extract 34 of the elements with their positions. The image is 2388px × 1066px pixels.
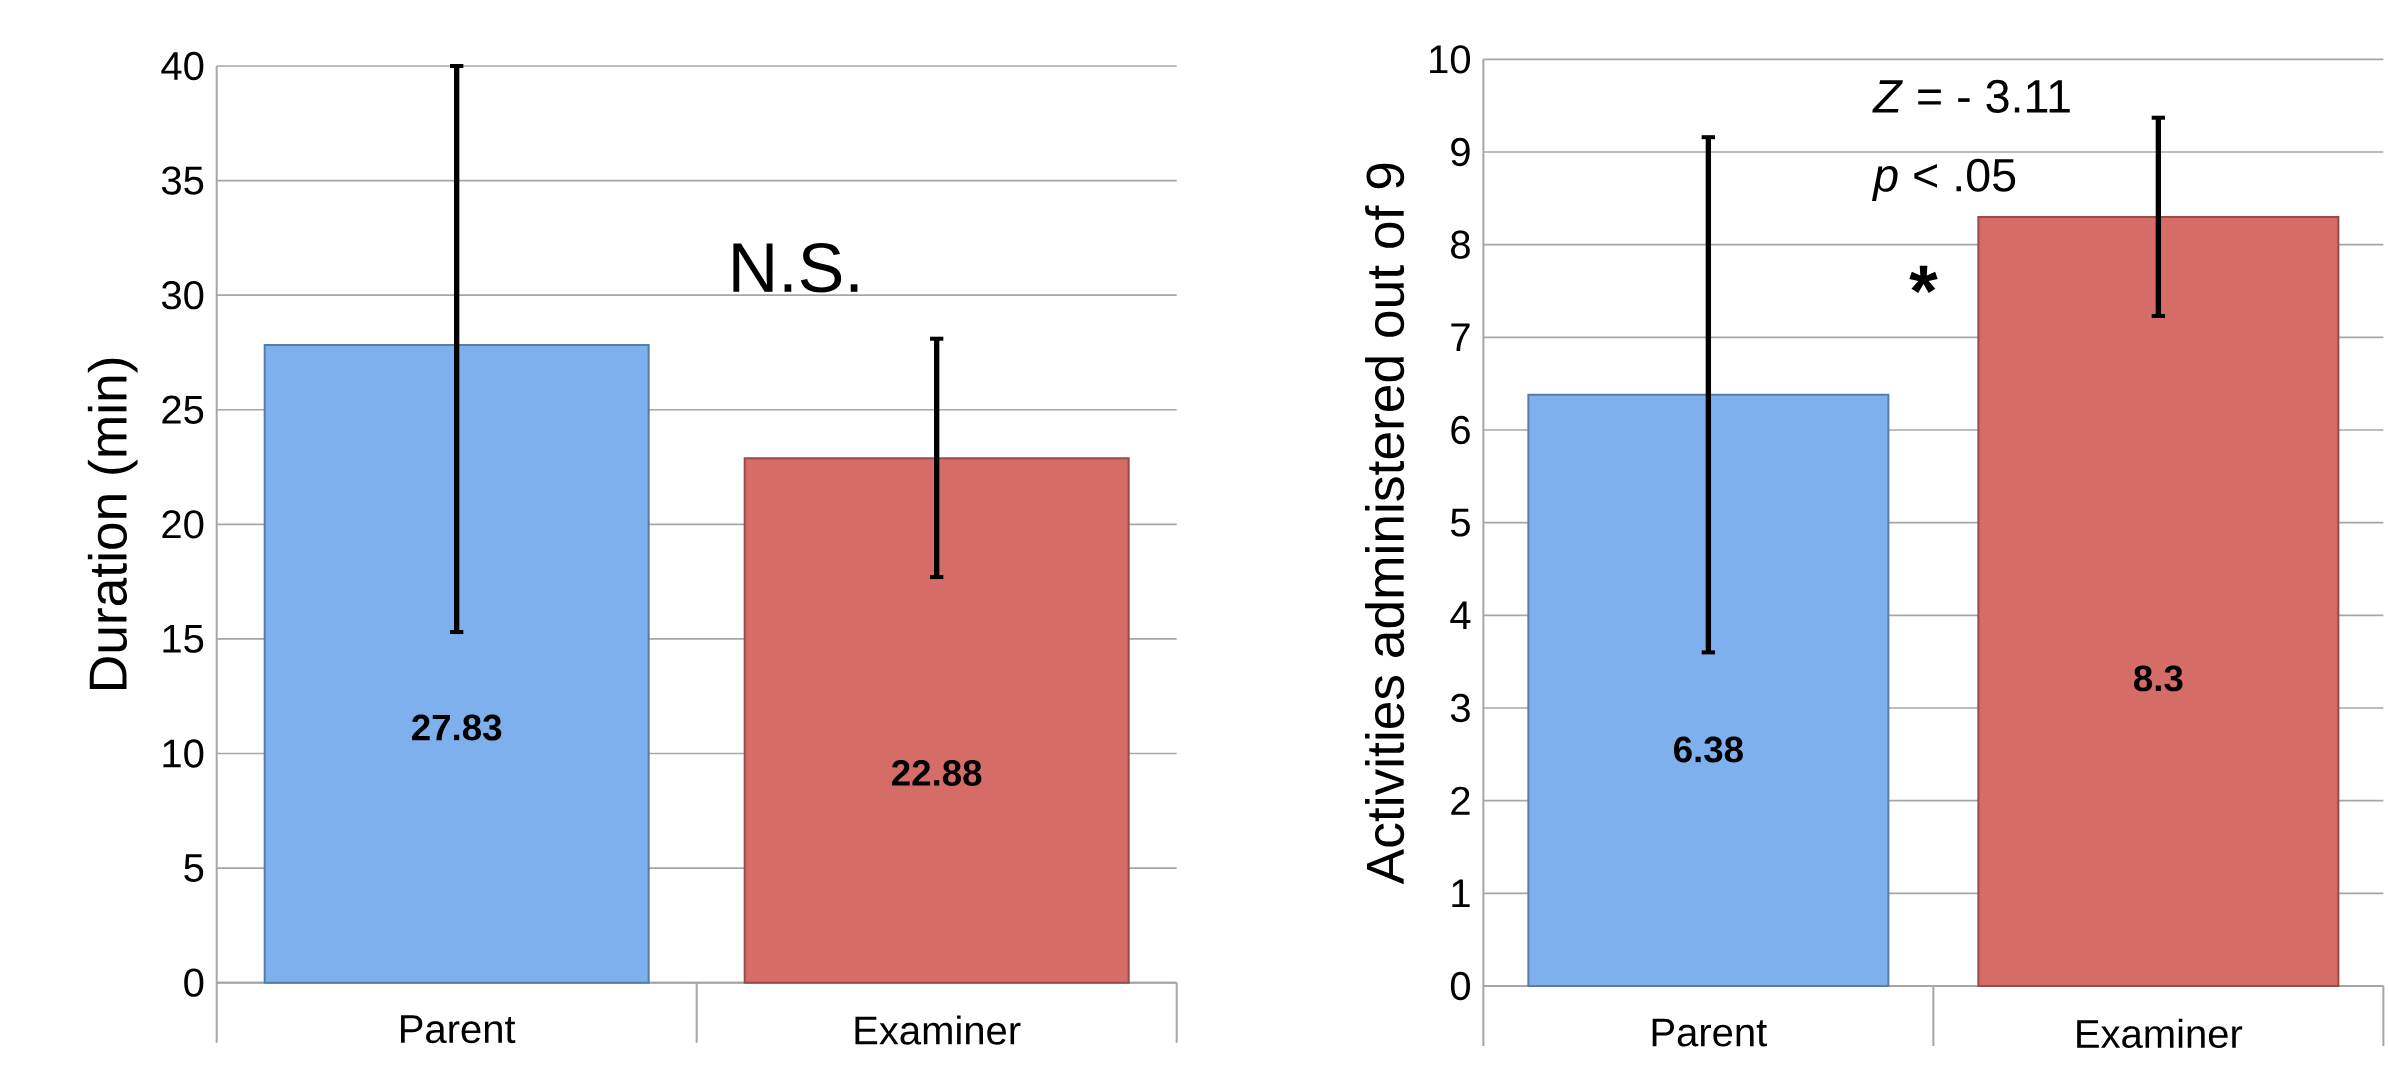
y-tick-label: 40 xyxy=(161,51,204,81)
y-tick-label: 5 xyxy=(184,854,204,883)
y-tick-label: 8 xyxy=(1451,230,1470,259)
y-tick-label: 7 xyxy=(1451,323,1470,352)
y-tick-label: 2 xyxy=(1451,786,1470,815)
data-label: 22.88 xyxy=(892,760,982,786)
data-label: 6.38 xyxy=(1674,736,1743,763)
y-tick-label: 10 xyxy=(163,739,204,768)
y-tick-label: 5 xyxy=(1450,508,1470,537)
y-tick-label: 1 xyxy=(1452,879,1470,908)
y-axis-title: Activities administered out of 9 xyxy=(1365,163,1405,885)
y-tick-label: 9 xyxy=(1451,137,1470,167)
y-tick-label: 0 xyxy=(1450,971,1471,1001)
x-tick-label: Examiner xyxy=(855,1015,1021,1045)
annotation: Z = - 3.11 xyxy=(1872,79,2070,113)
y-tick-label: 30 xyxy=(161,281,204,310)
annotation: * xyxy=(1909,265,1938,294)
y-axis-title: Duration (min) xyxy=(87,358,138,689)
y-tick-label: 10 xyxy=(1430,45,1471,74)
y-tick-label: 0 xyxy=(184,968,204,997)
y-tick-label: 6 xyxy=(1451,415,1470,445)
y-tick-label: 4 xyxy=(1450,601,1471,630)
y-tick-label: 15 xyxy=(163,625,204,653)
y-tick-label: 20 xyxy=(162,510,204,539)
x-tick-label: Parent xyxy=(401,1015,516,1044)
y-tick-label: 3 xyxy=(1450,693,1470,723)
annotation: p < .05 xyxy=(1871,158,2016,201)
y-tick-label: 25 xyxy=(162,395,204,424)
data-label: 27.83 xyxy=(412,714,502,741)
x-tick-label: Examiner xyxy=(2077,1018,2243,1049)
annotation: N.S. xyxy=(733,242,858,293)
data-label: 8.3 xyxy=(2134,665,2183,692)
y-tick-label: 35 xyxy=(161,166,204,195)
x-tick-label: Parent xyxy=(1652,1018,1767,1047)
